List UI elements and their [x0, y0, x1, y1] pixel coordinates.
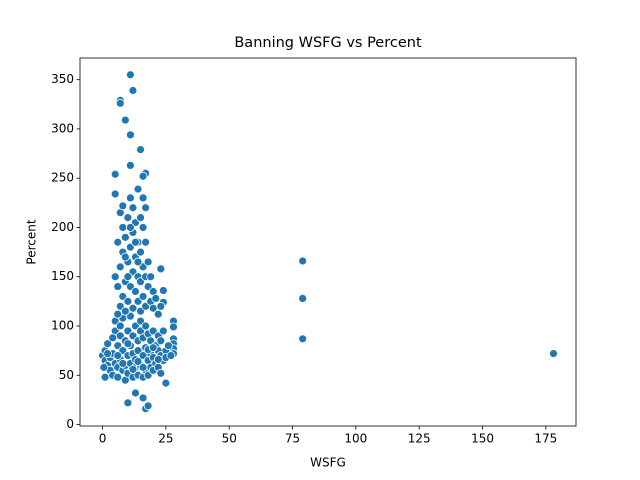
point — [123, 213, 133, 223]
point — [120, 115, 130, 125]
point — [120, 252, 130, 262]
point — [136, 145, 145, 155]
y-tick-label: 250 — [51, 171, 74, 185]
point — [148, 343, 158, 353]
point — [138, 193, 148, 203]
point — [156, 301, 166, 311]
point — [151, 294, 161, 303]
point — [123, 398, 133, 408]
x-tick-label: 0 — [99, 432, 107, 446]
point — [115, 98, 125, 108]
point — [136, 247, 145, 257]
point — [110, 169, 120, 179]
y-tick-label: 150 — [51, 269, 74, 283]
y-tick-label: 0 — [66, 417, 74, 431]
point — [113, 372, 123, 382]
point — [113, 309, 123, 319]
point — [549, 349, 558, 358]
point — [161, 378, 171, 388]
point — [120, 232, 130, 242]
point — [99, 362, 109, 372]
point — [156, 264, 166, 274]
x-tick-label: 25 — [158, 432, 173, 446]
point — [100, 372, 110, 382]
point — [133, 257, 143, 267]
point — [128, 364, 138, 374]
point — [128, 86, 138, 95]
point — [133, 357, 143, 366]
point — [108, 333, 118, 343]
point — [138, 171, 148, 181]
point — [113, 282, 123, 291]
point — [103, 339, 113, 349]
x-tick-label: 100 — [344, 432, 367, 446]
point — [158, 326, 168, 336]
point — [141, 203, 151, 213]
point — [153, 355, 163, 364]
point — [110, 272, 120, 282]
point — [298, 294, 308, 303]
point — [153, 309, 163, 319]
y-tick-label: 100 — [51, 318, 74, 332]
point — [123, 339, 133, 349]
point — [123, 296, 133, 306]
y-tick-label: 350 — [51, 72, 74, 86]
point — [126, 70, 135, 80]
y-tick-label: 300 — [51, 121, 74, 135]
point — [115, 262, 125, 272]
y-tick-label: 50 — [59, 368, 74, 382]
point — [131, 287, 140, 296]
point — [126, 130, 135, 140]
point — [136, 213, 145, 223]
point — [138, 393, 148, 403]
point — [113, 351, 123, 360]
point — [128, 203, 138, 213]
point — [298, 334, 308, 344]
point — [133, 184, 143, 194]
point — [141, 237, 151, 247]
y-tick-label: 200 — [51, 220, 74, 234]
point — [146, 272, 156, 282]
point — [156, 368, 166, 378]
y-axis-label: Percent — [25, 219, 39, 264]
point — [131, 388, 140, 398]
point — [103, 349, 113, 358]
point — [141, 321, 151, 331]
point — [123, 272, 133, 282]
point — [138, 362, 148, 372]
point — [128, 303, 138, 313]
point — [138, 292, 148, 301]
x-tick-label: 175 — [534, 432, 557, 446]
point — [166, 351, 176, 360]
point — [169, 322, 178, 332]
point — [298, 256, 308, 266]
x-tick-label: 75 — [285, 432, 300, 446]
point — [126, 223, 135, 232]
point — [120, 306, 130, 316]
point — [118, 223, 128, 232]
x-tick-label: 150 — [471, 432, 494, 446]
point — [113, 237, 123, 247]
point — [138, 223, 148, 232]
chart-title: Banning WSFG vs Percent — [234, 35, 422, 51]
point — [156, 336, 166, 346]
x-tick-label: 50 — [222, 432, 237, 446]
x-tick-label: 125 — [408, 432, 431, 446]
point — [158, 286, 168, 295]
plot-frame — [79, 57, 577, 427]
point — [164, 341, 173, 351]
point — [115, 321, 125, 331]
point — [118, 359, 128, 368]
x-axis-label: WSFG — [310, 456, 346, 470]
point — [110, 189, 120, 199]
point — [126, 193, 135, 203]
point — [118, 201, 128, 211]
point — [143, 401, 153, 411]
point — [131, 237, 140, 247]
point — [126, 160, 135, 170]
point — [143, 257, 153, 267]
